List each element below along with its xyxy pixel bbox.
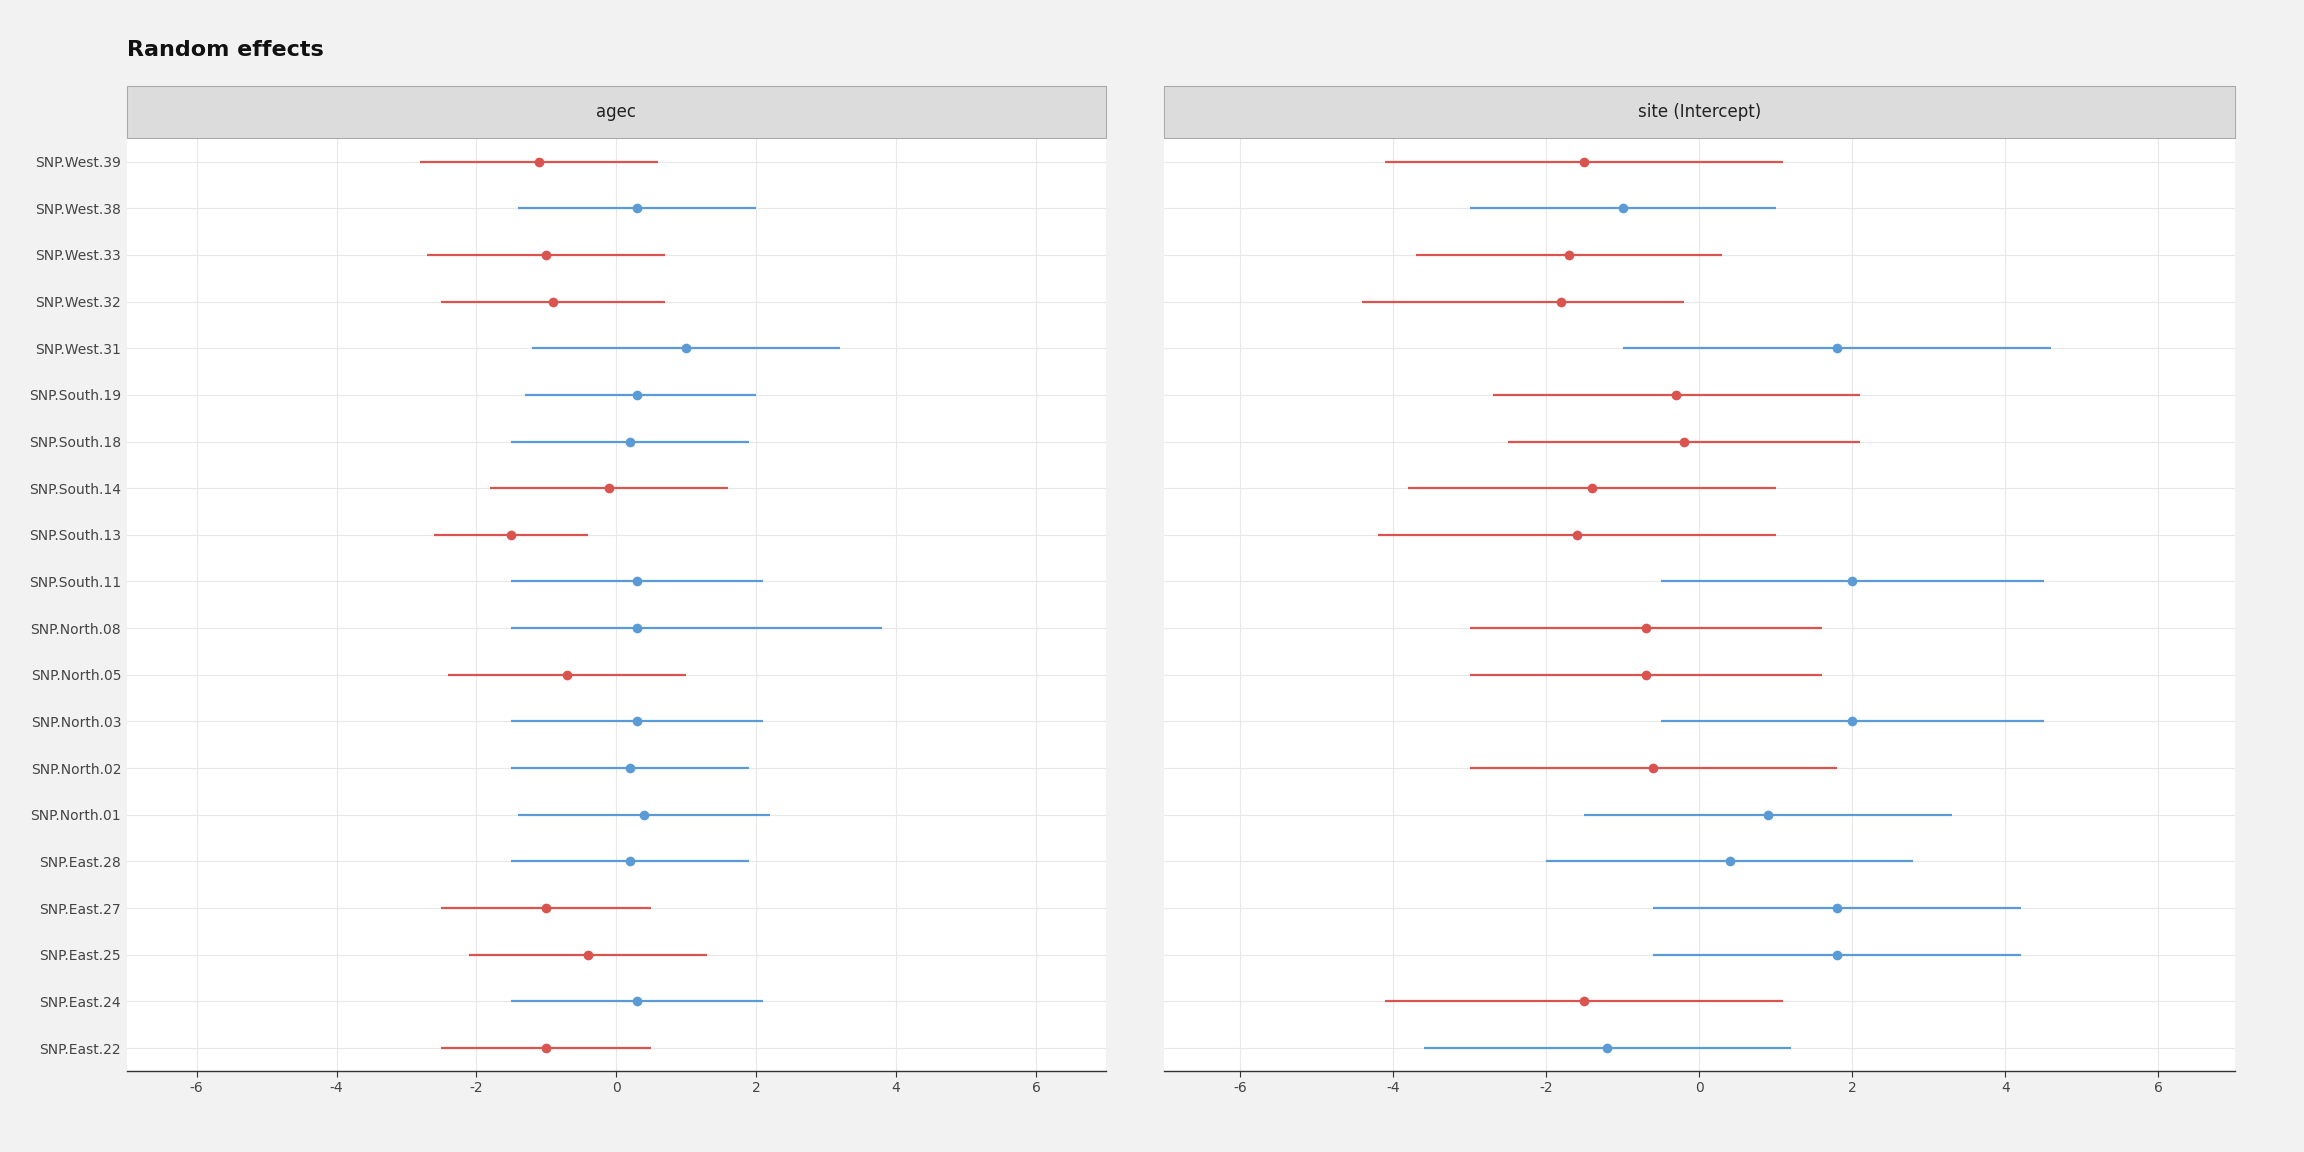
Text: agec: agec [597,104,636,121]
Text: Random effects: Random effects [127,40,323,60]
Text: site (Intercept): site (Intercept) [1638,104,1760,121]
